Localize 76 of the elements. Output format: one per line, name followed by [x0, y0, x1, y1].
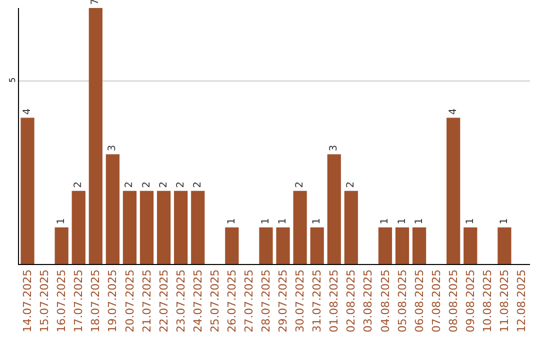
data-label: 2 [175, 181, 186, 188]
x-tick-label: 01.08.2025 [328, 269, 341, 332]
x-tick-label: 18.07.2025 [89, 269, 102, 332]
bar [20, 118, 34, 264]
x-tick-label: 14.07.2025 [21, 269, 34, 332]
bar [378, 227, 392, 264]
x-tick-label: 05.08.2025 [396, 269, 409, 332]
x-tick-label: 17.07.2025 [72, 269, 86, 332]
data-label: 2 [158, 181, 170, 188]
x-tick-label: 04.08.2025 [378, 269, 392, 332]
x-tick-label: 22.07.2025 [157, 269, 170, 332]
x-tick-label: 11.08.2025 [498, 269, 512, 332]
x-tick-label: 08.08.2025 [446, 269, 460, 332]
x-tick-label: 09.08.2025 [464, 269, 477, 332]
x-tick-label: 26.07.2025 [225, 269, 238, 332]
bar [464, 227, 478, 264]
bar [106, 154, 120, 264]
bar [327, 154, 341, 264]
data-label: 4 [448, 108, 459, 115]
data-label: 2 [141, 181, 152, 188]
data-label: 1 [414, 218, 425, 224]
x-tick-label: 07.08.2025 [430, 269, 443, 332]
x-tick-label: 06.08.2025 [412, 269, 426, 332]
data-label: 2 [346, 181, 357, 188]
x-tick-label: 19.07.2025 [106, 269, 120, 332]
data-label: 2 [73, 181, 84, 188]
data-label: 2 [192, 181, 204, 188]
bar [174, 190, 188, 264]
bar [498, 227, 512, 264]
x-tick-label: 24.07.2025 [191, 269, 204, 332]
x-tick-label: 20.07.2025 [123, 269, 136, 332]
data-label: 1 [56, 218, 68, 224]
x-tick-label: 21.07.2025 [140, 269, 154, 332]
bar [191, 190, 205, 264]
data-label: 1 [464, 218, 476, 224]
x-tick-label: 02.08.2025 [344, 269, 358, 332]
data-label: 1 [226, 218, 238, 224]
x-tick-label: 03.08.2025 [362, 269, 375, 332]
bar [54, 227, 68, 264]
bar [395, 227, 410, 264]
bar [344, 190, 358, 264]
x-tick-label: 27.07.2025 [242, 269, 256, 332]
data-label: 1 [498, 218, 510, 224]
data-label: 1 [396, 218, 408, 224]
data-label: 2 [294, 181, 306, 188]
bar [310, 227, 324, 264]
x-tick-label: 23.07.2025 [174, 269, 188, 332]
data-label: 3 [328, 144, 340, 152]
bar [412, 227, 426, 264]
bar [259, 227, 273, 264]
data-label: 3 [107, 144, 118, 152]
x-tick-label: 25.07.2025 [208, 269, 222, 332]
bar [225, 227, 239, 264]
x-tick-label: 29.07.2025 [276, 269, 290, 332]
data-label: 1 [260, 218, 272, 224]
bar [72, 190, 86, 264]
data-label: 1 [380, 218, 391, 224]
bar [293, 190, 307, 264]
x-tick-label: 28.07.2025 [260, 269, 273, 332]
bar [140, 190, 154, 264]
x-tick-label: 31.07.2025 [310, 269, 324, 332]
bar [446, 118, 460, 264]
data-label: 1 [312, 218, 323, 224]
bar [122, 190, 137, 264]
x-tick-label: 12.08.2025 [515, 269, 528, 332]
data-label: 2 [124, 181, 136, 188]
bar [88, 8, 102, 264]
x-tick-label: 30.07.2025 [294, 269, 307, 332]
bar [156, 190, 171, 264]
data-label: 4 [22, 108, 34, 115]
data-label: 1 [278, 218, 289, 224]
bar [276, 227, 290, 264]
x-tick-label: 15.07.2025 [38, 269, 52, 332]
x-tick-label: 16.07.2025 [55, 269, 68, 332]
y-tick-label: 5 [8, 77, 17, 82]
x-tick-label: 10.08.2025 [480, 269, 494, 332]
